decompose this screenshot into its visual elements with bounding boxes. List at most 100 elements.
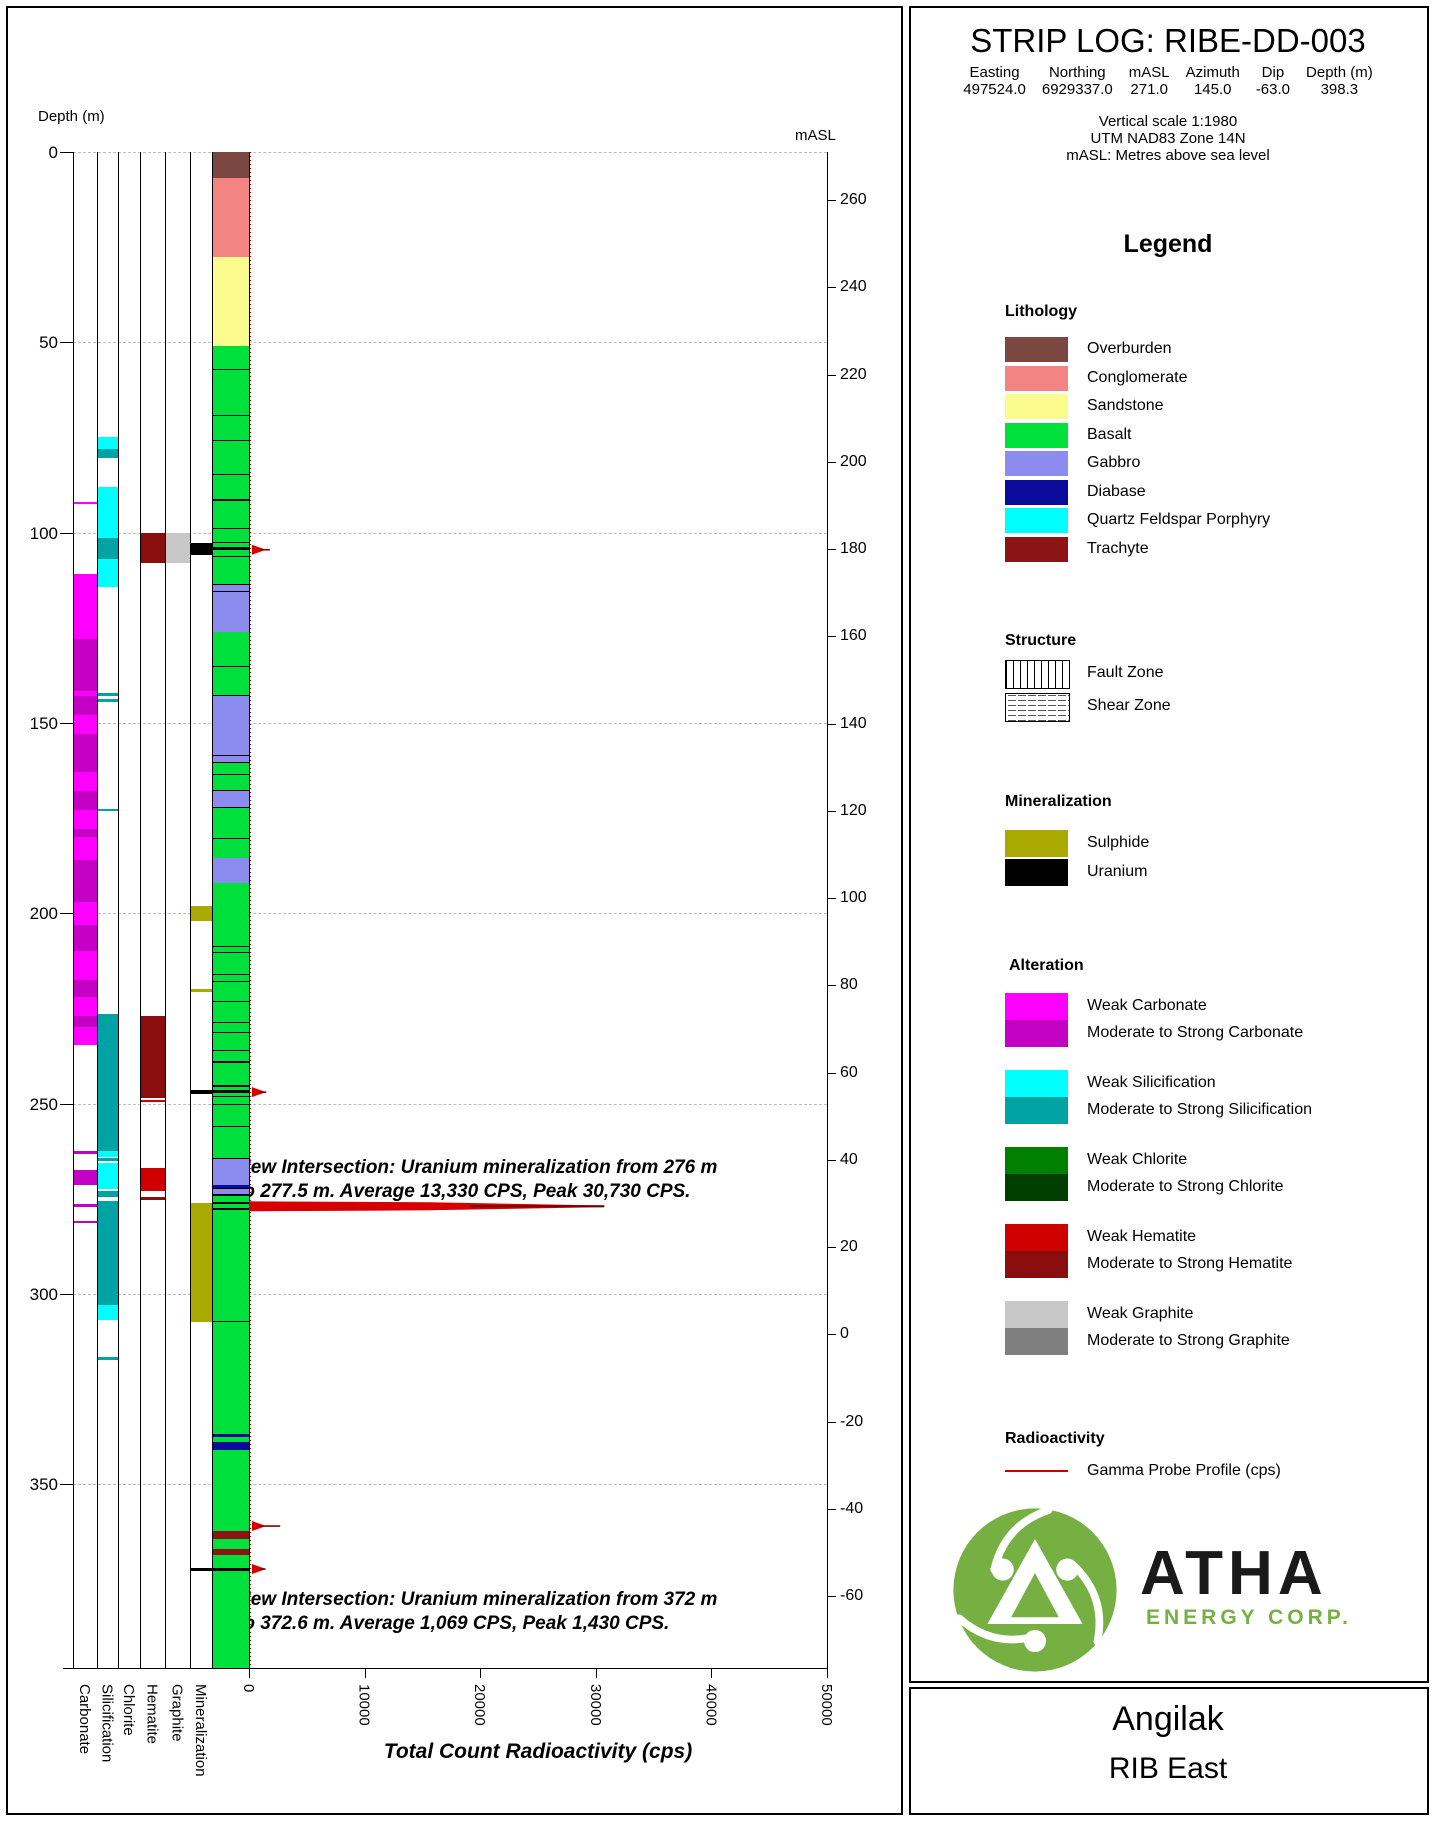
- lithology-boundary: [212, 1000, 249, 1002]
- log-panel-frame: [6, 6, 903, 1815]
- cps-tick-label: 50000: [818, 1684, 835, 1726]
- legend-label-weak: Weak Hematite: [1087, 1228, 1197, 1245]
- legend-label: Shear Zone: [1087, 697, 1171, 714]
- legend-swatch-strong: [1005, 1020, 1068, 1047]
- hematite-band: [140, 1168, 165, 1192]
- legend-swatch-sandstone: [1005, 394, 1068, 419]
- lithology-interval-basalt: [212, 346, 249, 415]
- legend-label: Gabbro: [1087, 454, 1141, 471]
- lithology-interval-basalt: [212, 1539, 249, 1549]
- collar-info: Easting 497524.0 Northing 6929337.0 mASL 271.…: [909, 64, 1427, 98]
- legend-label: Overburden: [1087, 340, 1172, 357]
- column-line: [249, 152, 250, 1668]
- cps-tick: [364, 1668, 366, 1678]
- carbonate-band: [73, 1220, 97, 1224]
- masl-tick-label: 40: [840, 1150, 858, 1168]
- cps-tick: [711, 1668, 713, 1678]
- masl-tick-label: 220: [840, 365, 867, 383]
- masl-tick: [827, 549, 836, 550]
- map-note: Vertical scale 1:1980: [1098, 113, 1238, 130]
- masl-tick-label: 60: [840, 1063, 858, 1081]
- depth-tick: [60, 532, 73, 534]
- carbonate-band: [73, 979, 97, 997]
- column-line: [212, 152, 213, 1668]
- masl-tick-label: -60: [840, 1587, 864, 1604]
- collar-field-masl: mASL 271.0: [1128, 64, 1170, 98]
- collar-field-depthm: Depth (m) 398.3: [1306, 64, 1373, 98]
- depth-tick: [60, 152, 73, 153]
- column-line: [827, 152, 828, 1668]
- masl-tick: [827, 810, 836, 812]
- depth-tick: [60, 1293, 73, 1295]
- silicification-band: [97, 538, 118, 560]
- footer-project-name: Angilak: [1112, 1700, 1224, 1738]
- lithology-interval-basalt: [212, 774, 249, 792]
- legend-section-mineralization: Mineralization: [1005, 793, 1112, 810]
- carbonate-band: [73, 639, 97, 691]
- legend-title: Legend: [1123, 230, 1213, 258]
- depth-axis-title: Depth (m): [38, 108, 105, 125]
- legend-section-radioactivity: Radioactivity: [1005, 1430, 1105, 1447]
- legend-swatch-strong: [1005, 1328, 1068, 1355]
- lithology-interval-gabbro: [212, 791, 249, 807]
- lithology-interval-basalt: [212, 806, 249, 839]
- cps-tick-label: 30000: [586, 1684, 604, 1726]
- masl-tick-label: -40: [840, 1499, 864, 1517]
- legend-swatch-quartz-feldspar-porphyry: [1005, 508, 1068, 533]
- legend-section-structure: Structure: [1005, 632, 1077, 649]
- legend-swatch-weak: [1005, 1147, 1068, 1174]
- atha-logo-icon: [950, 1505, 1120, 1675]
- depth-tick-label: 300: [29, 1284, 58, 1304]
- carbonate-band: [73, 1170, 97, 1186]
- depth-tick-label: 50: [39, 333, 58, 353]
- mineralization-band: [190, 905, 212, 921]
- cps-tick-label: 20000: [471, 1684, 489, 1726]
- lithology-interval-basalt: [212, 1061, 249, 1087]
- lithology-interval-basalt: [212, 974, 249, 982]
- silicification-band: [97, 1162, 118, 1190]
- depth-tick: [60, 1103, 73, 1105]
- lithology-interval-basalt: [212, 953, 249, 975]
- silicification-band: [97, 1014, 118, 1152]
- carbonate-band: [73, 1204, 97, 1208]
- masl-tick-label: -20: [840, 1412, 864, 1430]
- masl-tick: [827, 374, 836, 376]
- lithology-interval-conglomerate: [212, 177, 249, 257]
- lithology-interval-overburden: [212, 152, 249, 178]
- annotation-372m-line1: New Intersection: Uranium mineralization…: [237, 1589, 718, 1610]
- carbonate-band: [73, 734, 97, 773]
- uranium-marker-line: [190, 1090, 249, 1094]
- carbonate-band: [73, 574, 97, 640]
- masl-tick: [827, 200, 836, 201]
- track-label-silicification: Silicification: [98, 1684, 116, 1763]
- legend-panel: STRIP LOG: RIBE-DD-003 Easting 497524.0 No…: [909, 0, 1427, 1821]
- legend-label-weak: Weak Graphite: [1087, 1305, 1194, 1322]
- legend-label: Diabase: [1087, 482, 1146, 500]
- lithology-interval-basalt: [212, 557, 249, 584]
- legend-label: Sandstone: [1087, 397, 1164, 414]
- legend-swatch-uranium: [1005, 859, 1068, 886]
- legend-label-weak: Weak Carbonate: [1087, 997, 1207, 1014]
- lithology-interval-basalt: [212, 762, 249, 775]
- lithology-interval-basalt: [212, 414, 249, 442]
- lithology-interval-basalt: [212, 1436, 249, 1443]
- collar-field-easting: Easting 497524.0: [963, 64, 1026, 98]
- masl-tick: [827, 898, 836, 899]
- cps-tick-label: 0: [240, 1684, 257, 1693]
- lithology-interval-basalt: [212, 945, 249, 954]
- carbonate-band: [73, 837, 97, 860]
- masl-tick: [827, 1596, 836, 1597]
- collar-field-northing: Northing 6929337.0: [1041, 64, 1113, 98]
- silicification-band: [97, 486, 118, 539]
- annotation-276m-line1: New Intersection: Uranium mineralization…: [237, 1157, 718, 1178]
- legend-label: Trachyte: [1087, 539, 1149, 557]
- lithology-interval-diabase: [212, 1433, 249, 1437]
- graphite-band: [165, 532, 190, 564]
- collar-field-dip: Dip -63.0: [1255, 64, 1291, 98]
- carbonate-band: [73, 696, 97, 716]
- masl-tick-label: 140: [840, 714, 867, 732]
- track-label-mineralization: Mineralization: [192, 1684, 209, 1777]
- legend-swatch-trachyte: [1005, 536, 1068, 562]
- lithology-interval-basalt: [212, 1194, 249, 1203]
- lithology-interval-gabbro: [212, 591, 249, 632]
